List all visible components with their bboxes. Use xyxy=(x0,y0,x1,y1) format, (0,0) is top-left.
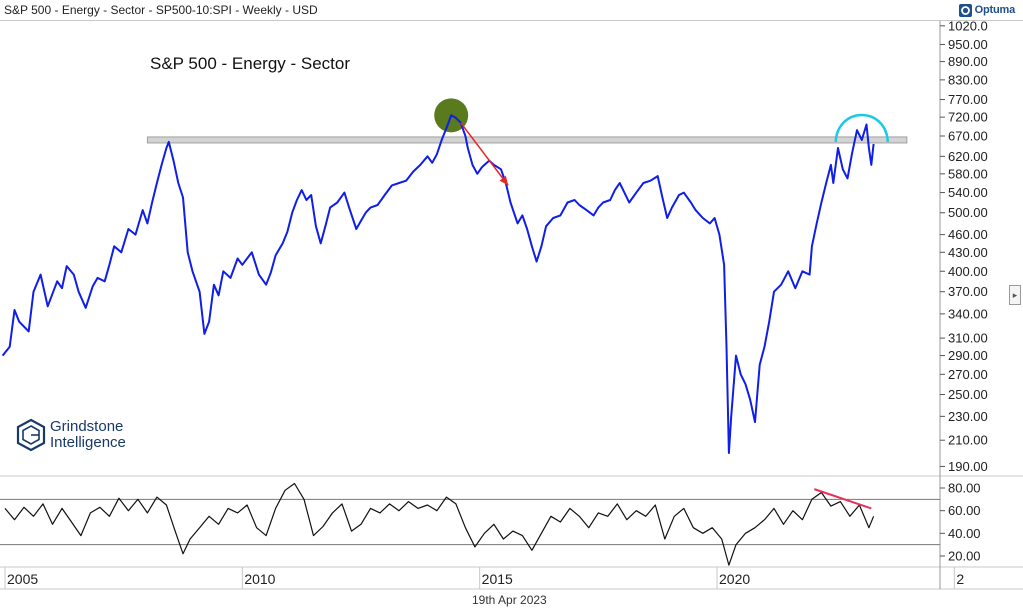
symbol-title: S&P 500 - Energy - Sector - SP500-10:SPI… xyxy=(4,3,318,17)
divergence-trendline xyxy=(813,488,872,510)
chart-header: S&P 500 - Energy - Sector - SP500-10:SPI… xyxy=(0,0,1023,21)
price-y-tick-label: 290.00 xyxy=(948,348,988,363)
brand: Optuma xyxy=(958,2,1016,18)
price-y-tick-label: 670.00 xyxy=(948,129,988,144)
price-y-tick-label: 250.00 xyxy=(948,387,988,402)
decline-arrow-head xyxy=(499,175,509,186)
price-y-tick-label: 340.00 xyxy=(948,306,988,321)
price-y-tick-label: 370.00 xyxy=(948,284,988,299)
price-y-tick-label: 580.00 xyxy=(948,166,988,181)
x-tick-label: 2 xyxy=(956,571,964,587)
price-y-tick-label: 310.00 xyxy=(948,331,988,346)
price-y-tick-label: 270.00 xyxy=(948,367,988,382)
watermark-line2: Intelligence xyxy=(50,434,126,451)
price-y-tick-label: 950.00 xyxy=(948,37,988,52)
price-y-tick-label: 830.00 xyxy=(948,72,988,87)
top-marker-circle xyxy=(434,98,469,133)
chevron-right-icon: ▸ xyxy=(1012,290,1018,300)
decline-arrow xyxy=(460,122,509,186)
price-y-tick-label: 460.00 xyxy=(948,227,988,242)
brand-name: Optuma xyxy=(974,4,1016,16)
price-series-line xyxy=(1,114,875,454)
price-y-tick-label: 190.00 xyxy=(948,459,988,474)
oscillator-series-line xyxy=(4,482,875,566)
price-y-tick-label: 230.00 xyxy=(948,409,988,424)
price-y-tick-label: 400.00 xyxy=(948,264,988,279)
x-tick-label: 2010 xyxy=(244,571,275,587)
optuma-logo-icon xyxy=(958,3,972,17)
osc-y-tick-label: 40.00 xyxy=(948,526,981,541)
rounding-top-arc xyxy=(834,113,890,143)
x-tick-label: 2005 xyxy=(7,571,38,587)
price-y-tick-label: 770.00 xyxy=(948,92,988,107)
watermark-line1: Grindstone xyxy=(50,418,124,435)
scroll-right-button[interactable]: ▸ xyxy=(1009,285,1021,305)
x-tick-label: 2015 xyxy=(482,571,513,587)
grindstone-logo-icon xyxy=(16,418,46,452)
price-y-tick-label: 890.00 xyxy=(948,54,988,69)
price-y-tick-label: 540.00 xyxy=(948,185,988,200)
footer-date: 19th Apr 2023 xyxy=(472,593,547,607)
osc-y-tick-label: 20.00 xyxy=(948,549,981,564)
price-y-tick-label: 620.00 xyxy=(948,149,988,164)
price-y-tick-label: 210.00 xyxy=(948,433,988,448)
resistance-band xyxy=(146,136,908,144)
chart-title: S&P 500 - Energy - Sector xyxy=(150,54,351,73)
x-tick-label: 2020 xyxy=(719,571,750,587)
price-y-tick-label: 500.00 xyxy=(948,205,988,220)
osc-y-tick-label: 60.00 xyxy=(948,503,981,518)
watermark: Grindstone Intelligence xyxy=(16,418,126,452)
price-y-tick-label: 720.00 xyxy=(948,110,988,125)
price-y-tick-label: 430.00 xyxy=(948,245,988,260)
osc-y-tick-label: 80.00 xyxy=(948,481,981,496)
